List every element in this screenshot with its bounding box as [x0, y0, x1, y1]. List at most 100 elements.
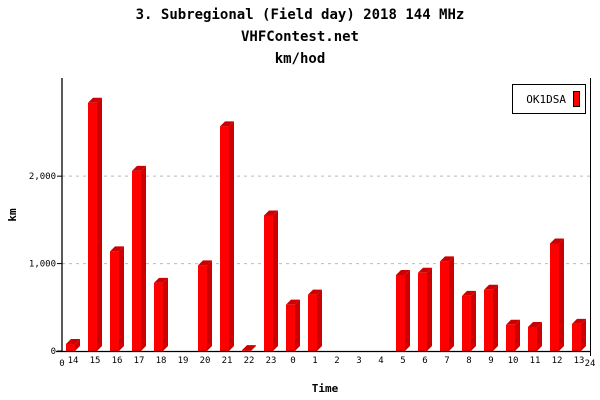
bar-front	[264, 215, 273, 351]
x-tick-label: 18	[156, 356, 167, 366]
y-tick-label: 0	[51, 347, 56, 357]
bar-top	[308, 289, 322, 295]
bar-21	[220, 121, 234, 351]
bar-top	[462, 290, 476, 296]
bar-top	[572, 318, 586, 324]
x-start-label: 0	[59, 359, 64, 369]
bar-side	[559, 238, 564, 351]
bar-front	[308, 294, 317, 351]
bar-top	[506, 319, 520, 325]
bar-side	[251, 345, 256, 351]
x-tick-label: 3	[356, 356, 361, 366]
bar-side	[515, 319, 520, 351]
x-ticks: 14 15 16 17 18 19 20 21 22 23 0 1 2 3 4 5 6 7 8 9 10 11 12 13	[68, 356, 585, 366]
bar-front	[88, 102, 97, 351]
bar-side	[581, 318, 586, 351]
x-tick-label: 4	[378, 356, 383, 366]
x-end-label: 24	[585, 359, 596, 369]
chart-unit: km/hod	[275, 51, 326, 67]
x-tick-label: 20	[200, 356, 211, 366]
bar-23	[264, 210, 278, 351]
bar-side	[471, 290, 476, 351]
x-tick-label: 9	[488, 356, 493, 366]
bar-front	[198, 265, 207, 351]
x-tick-label: 5	[400, 356, 405, 366]
x-tick-label: 0	[290, 356, 295, 366]
x-axis-label: Time	[312, 382, 339, 395]
bar-front	[132, 170, 141, 351]
bar-18	[154, 277, 168, 351]
bar-side	[295, 299, 300, 351]
bar-top	[396, 269, 410, 275]
bar-front	[484, 289, 493, 351]
x-tick-label: 6	[422, 356, 427, 366]
bar-front	[220, 126, 229, 351]
bar-front	[418, 272, 427, 351]
bar-side	[141, 165, 146, 351]
bar-6	[418, 267, 432, 351]
bar-5	[396, 269, 410, 351]
bar-front	[528, 326, 537, 351]
bar-side	[317, 289, 322, 351]
x-tick-label: 15	[90, 356, 101, 366]
bar-side	[207, 260, 212, 351]
legend-label: OK1DSA	[526, 93, 566, 106]
bar-11	[528, 321, 542, 351]
bar-9	[484, 284, 498, 351]
bar-0	[286, 299, 300, 351]
bar-side	[97, 97, 102, 351]
bar-10	[506, 319, 520, 351]
x-tick-label: 1	[312, 356, 317, 366]
y-tick-label: 1,000	[29, 260, 56, 270]
bar-top	[550, 238, 564, 244]
bar-17	[132, 165, 146, 351]
y-axis-label: km	[6, 208, 19, 222]
legend: OK1DSA	[512, 84, 586, 114]
bar-top	[220, 121, 234, 127]
bar-20	[198, 260, 212, 351]
bar-front	[506, 324, 515, 351]
bar-top	[154, 277, 168, 283]
x-tick-label: 13	[574, 356, 585, 366]
bar-8	[462, 290, 476, 351]
bar-top	[132, 165, 146, 171]
x-tick-label: 11	[530, 356, 541, 366]
bar-side	[493, 284, 498, 351]
bar-side	[229, 121, 234, 351]
bar-side	[273, 210, 278, 351]
bar-front	[572, 323, 581, 351]
bar-front	[550, 243, 559, 351]
bar-front	[110, 251, 119, 351]
bar-top	[484, 284, 498, 290]
bar-side	[119, 246, 124, 351]
bar-12	[550, 238, 564, 351]
bar-top	[264, 210, 278, 216]
x-tick-label: 17	[134, 356, 145, 366]
bar-top	[528, 321, 542, 327]
bar-front	[286, 304, 295, 351]
x-tick-label: 23	[266, 356, 277, 366]
bar-side	[537, 321, 542, 351]
bar-front	[242, 350, 251, 351]
y-ticks: 0 1,000 2,000	[29, 172, 62, 357]
bars	[66, 97, 586, 351]
bar-15	[88, 97, 102, 351]
x-tick-label: 21	[222, 356, 233, 366]
x-tick-label: 10	[508, 356, 519, 366]
x-tick-label: 8	[466, 356, 471, 366]
bar-7	[440, 256, 454, 351]
bar-top	[66, 339, 80, 345]
bar-22	[242, 345, 256, 351]
bar-front	[66, 344, 75, 351]
bar-14	[66, 339, 80, 351]
x-tick-label: 2	[334, 356, 339, 366]
x-tick-label: 19	[178, 356, 189, 366]
bar-16	[110, 246, 124, 351]
chart-title: 3. Subregional (Field day) 2018 144 MHz	[136, 7, 465, 23]
bar-13	[572, 318, 586, 351]
x-tick-label: 14	[68, 356, 79, 366]
x-tick-label: 22	[244, 356, 255, 366]
bar-front	[396, 274, 405, 351]
axes	[56, 78, 591, 356]
